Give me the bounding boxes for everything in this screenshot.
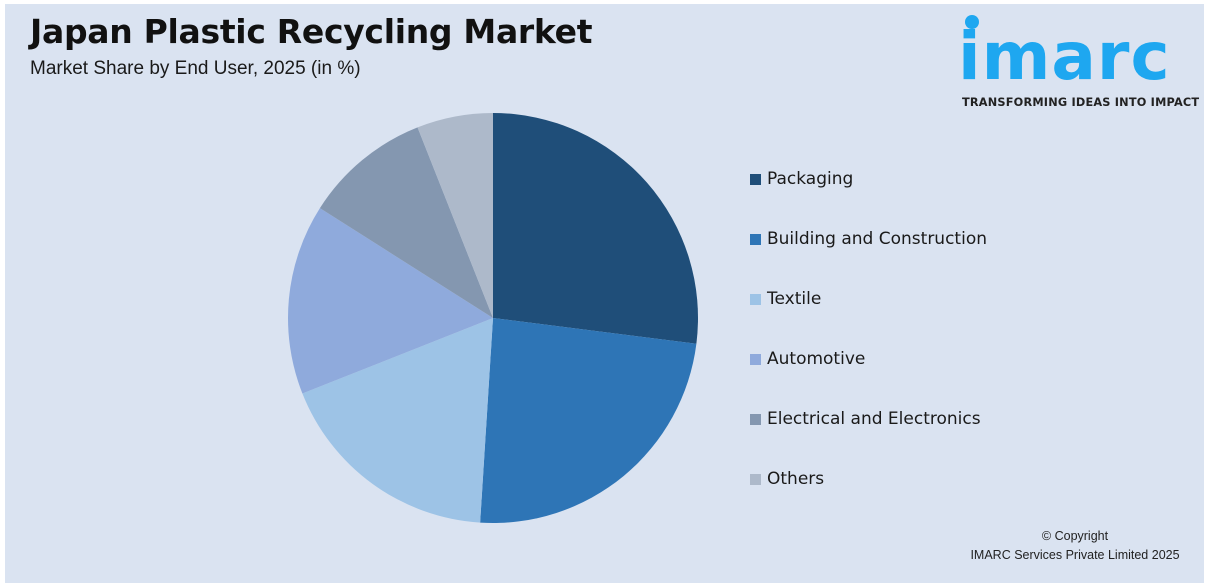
legend-swatch-icon	[750, 173, 761, 185]
copyright-line: © Copyright	[1041, 529, 1109, 543]
legend-item: Electrical and Electronics	[750, 404, 981, 434]
pie-slice-textile	[302, 318, 493, 523]
pie-slice-building-and-construction	[480, 318, 697, 523]
legend-swatch-icon	[750, 473, 761, 485]
legend-swatch-icon	[750, 233, 761, 245]
logo-wordmark: imarc	[958, 18, 1171, 95]
copyright-company: IMARC Services Private Limited 2025	[970, 548, 1180, 562]
logo-dot-icon	[965, 15, 979, 29]
legend-label: Building and Construction	[767, 229, 987, 249]
legend-label: Others	[767, 469, 825, 489]
copyright-notice: © Copyright IMARC Services Private Limit…	[960, 527, 1190, 565]
chart-title: Japan Plastic Recycling Market	[30, 12, 593, 51]
legend-label: Electrical and Electronics	[767, 409, 981, 429]
logo-tagline: TRANSFORMING IDEAS INTO IMPACT	[962, 96, 1200, 109]
legend-item: Others	[750, 464, 824, 494]
legend-swatch-icon	[750, 353, 761, 365]
pie-slice-packaging	[493, 113, 698, 344]
pie-slice-electrical-and-electronics	[319, 127, 493, 319]
imarc-logo: imarc TRANSFORMING IDEAS INTO IMPACT	[958, 8, 1199, 118]
legend-label: Automotive	[767, 349, 866, 369]
legend-swatch-icon	[750, 293, 761, 305]
legend-item: Textile	[750, 284, 821, 314]
legend-swatch-icon	[750, 413, 761, 425]
legend-label: Textile	[767, 289, 822, 309]
legend-label: Packaging	[767, 169, 854, 189]
pie-slice-others	[417, 113, 493, 318]
pie-slice-automotive	[288, 208, 493, 394]
legend-item: Building and Construction	[750, 224, 987, 254]
chart-subtitle: Market Share by End User, 2025 (in %)	[30, 58, 361, 79]
pie-chart	[288, 113, 698, 523]
legend-item: Automotive	[750, 344, 865, 374]
legend-item: Packaging	[750, 164, 853, 194]
